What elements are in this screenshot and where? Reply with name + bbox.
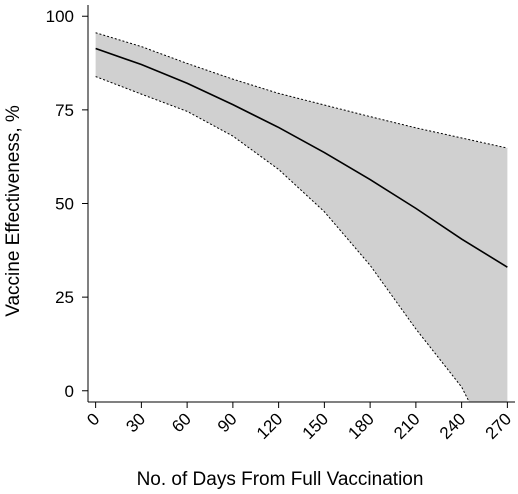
x-tick-label: 0 [83, 409, 103, 429]
y-tick-label: 0 [65, 382, 74, 401]
plot-area [95, 32, 508, 403]
lower-bound-line [95, 76, 470, 403]
x-tick-label: 180 [344, 409, 377, 442]
y-axis: 0 25 50 75 100 [46, 5, 89, 402]
x-tick-label: 60 [168, 409, 195, 436]
x-tick-label: 210 [390, 409, 423, 442]
x-tick-label: 240 [436, 409, 469, 442]
y-tick-label: 100 [46, 7, 74, 26]
y-axis-title: Vaccine Effectiveness, % [3, 105, 24, 317]
x-tick-label: 30 [122, 409, 149, 436]
estimate-line [95, 47, 508, 268]
y-tick-label: 75 [55, 101, 74, 120]
confidence-band [95, 32, 508, 403]
x-tick-label: 90 [214, 409, 241, 436]
x-axis: 0 30 60 90 120 150 180 210 240 270 [83, 401, 515, 443]
x-tick-label: 270 [482, 409, 515, 442]
x-axis-title: No. of Days From Full Vaccination [137, 469, 424, 490]
upper-bound-line [95, 32, 508, 149]
x-tick-label: 120 [253, 409, 286, 442]
x-tick-label: 150 [299, 409, 332, 442]
y-tick-label: 25 [55, 288, 74, 307]
y-tick-label: 50 [55, 195, 74, 214]
